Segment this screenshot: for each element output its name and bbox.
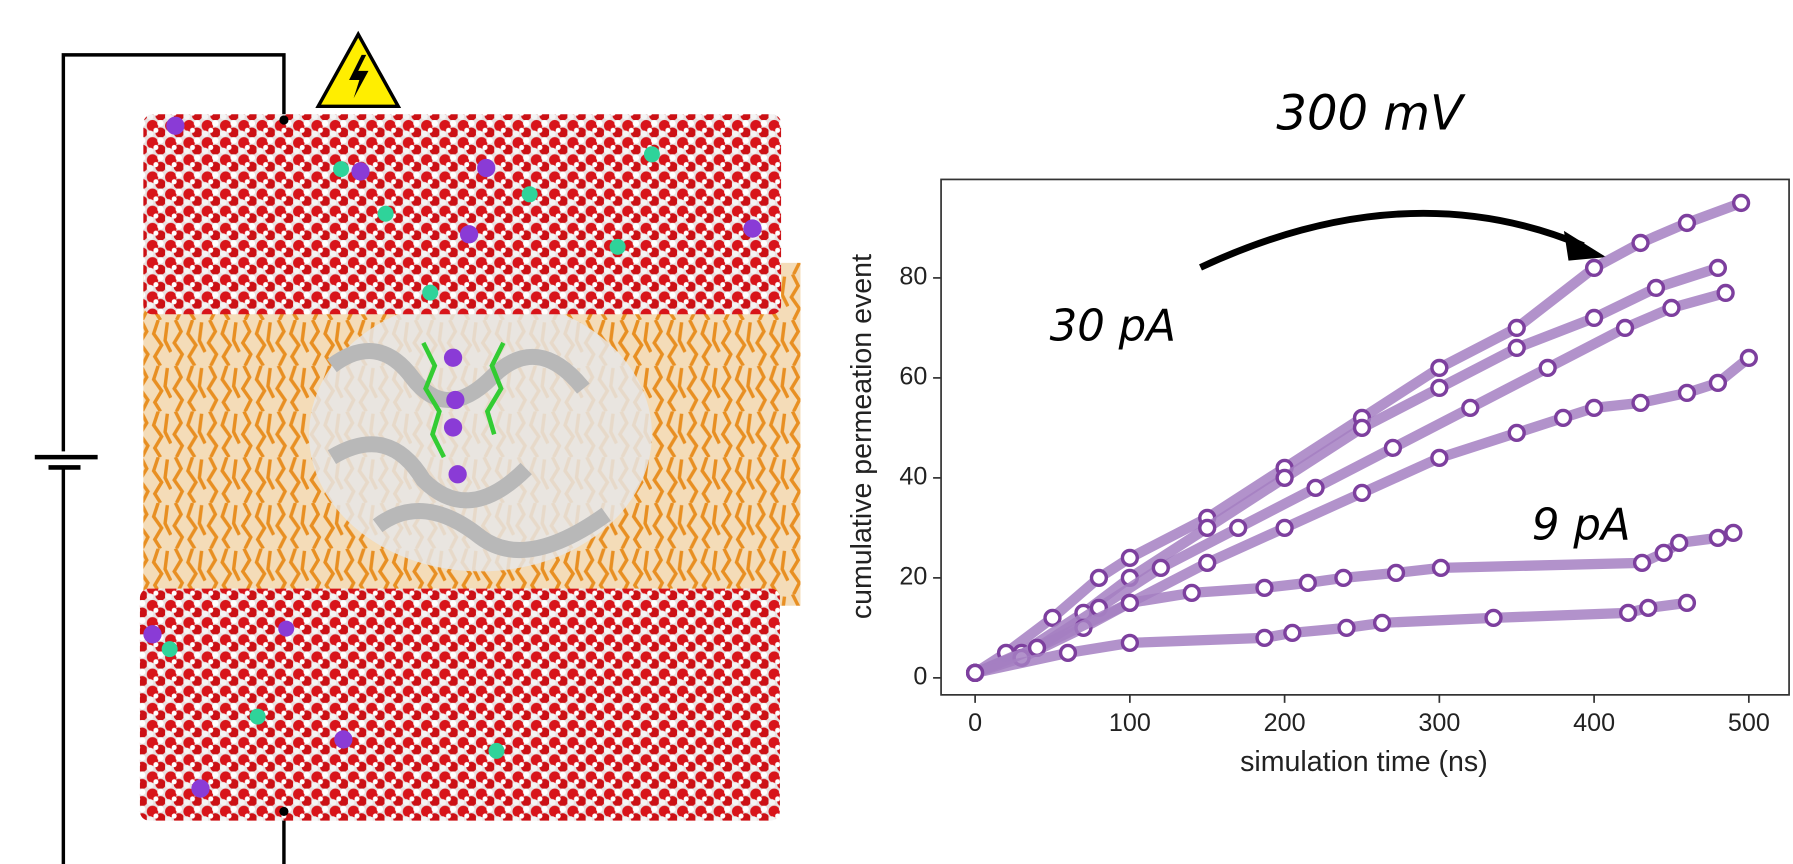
- y-tick-label: 80: [899, 263, 927, 291]
- data-point: [1198, 553, 1217, 573]
- chart: 300 mV simulation time (ns) cumulative p…: [846, 86, 1790, 778]
- water-layer: [139, 588, 780, 821]
- data-point: [1430, 378, 1449, 398]
- x-tick-label: 300: [1418, 709, 1460, 737]
- data-point: [1708, 258, 1728, 278]
- ion: [448, 465, 467, 484]
- data-point: [1058, 643, 1078, 663]
- data-point: [1229, 518, 1248, 538]
- y-tick-label: 40: [899, 463, 927, 491]
- data-point: [1584, 398, 1604, 418]
- electrode: [279, 806, 289, 816]
- data-point: [1120, 548, 1140, 568]
- data-point: [1283, 623, 1302, 643]
- data-point: [1275, 518, 1294, 538]
- data-point: [1043, 608, 1062, 628]
- data-point: [1677, 213, 1697, 233]
- x-axis-label: simulation time (ns): [1240, 746, 1488, 778]
- data-point: [1352, 418, 1372, 438]
- data-point: [1372, 613, 1392, 633]
- data-point: [1708, 528, 1728, 548]
- y-tick-label: 20: [899, 563, 927, 591]
- data-point: [1632, 553, 1652, 573]
- data-point: [1724, 523, 1743, 543]
- circuit-wire: [61, 53, 286, 452]
- data-point: [1554, 408, 1573, 428]
- ion: [443, 348, 463, 367]
- data-point: [1639, 598, 1658, 618]
- data-point: [1631, 393, 1650, 413]
- data-point: [1151, 558, 1170, 578]
- data-point: [1275, 468, 1294, 488]
- data-point: [1430, 448, 1449, 468]
- data-point: [1255, 628, 1274, 648]
- data-point: [1089, 568, 1109, 588]
- simulation-illustration: [34, 30, 801, 864]
- data-point: [1255, 578, 1274, 598]
- x-tick-label: 100: [1109, 709, 1151, 737]
- data-point: [1677, 593, 1697, 613]
- y-tick-label: 60: [899, 363, 927, 391]
- data-point: [1027, 638, 1047, 658]
- data-point: [1306, 478, 1325, 498]
- lightning-icon: [349, 54, 369, 99]
- data-point: [1334, 568, 1353, 588]
- annotation: 9 pA: [1532, 500, 1631, 550]
- data-point: [1383, 438, 1403, 458]
- arrow-head: [1563, 230, 1607, 261]
- data-point: [1538, 358, 1557, 378]
- data-point: [1654, 543, 1673, 563]
- data-point: [1120, 633, 1140, 653]
- data-point: [1352, 483, 1372, 503]
- x-tick-label: 200: [1264, 709, 1306, 737]
- y-tick-label: 0: [913, 663, 927, 691]
- x-tick-label: 400: [1573, 709, 1615, 737]
- data-point: [1182, 583, 1201, 603]
- data-point: [1677, 383, 1697, 403]
- electrode: [279, 115, 289, 125]
- chart-title: 300 mV: [1276, 86, 1466, 142]
- data-point: [1584, 308, 1604, 328]
- data-point: [1631, 233, 1650, 253]
- data-point: [1337, 618, 1356, 638]
- x-tick-label: 0: [968, 709, 982, 737]
- y-axis-label: cumulative permeation event: [846, 254, 878, 619]
- data-point: [1198, 518, 1217, 538]
- plot-frame: [940, 178, 1790, 696]
- data-point: [1615, 318, 1635, 338]
- arrow: [1199, 209, 1585, 271]
- data-point: [1120, 593, 1140, 613]
- data-point: [1507, 338, 1526, 358]
- ion: [446, 390, 465, 410]
- data-point: [965, 663, 985, 683]
- ions: [161, 146, 660, 759]
- data-point: [1430, 358, 1449, 378]
- selectivity-filter: [421, 341, 506, 459]
- data-point: [1461, 398, 1480, 418]
- data-point: [1731, 193, 1751, 213]
- ions: [143, 116, 762, 798]
- x-tick-label: 500: [1728, 709, 1770, 737]
- data-point: [1662, 298, 1681, 318]
- data-point: [1298, 573, 1317, 593]
- ion: [443, 418, 463, 437]
- data-point: [1584, 258, 1604, 278]
- data-point: [1507, 318, 1526, 338]
- data-point: [1716, 283, 1735, 303]
- data-point: [1431, 558, 1451, 578]
- data-point: [1386, 563, 1406, 583]
- data-point: [1507, 423, 1526, 443]
- data-point: [1739, 348, 1758, 368]
- data-point: [1618, 603, 1638, 623]
- data-point: [1646, 278, 1666, 298]
- data-point: [1670, 533, 1689, 553]
- data-point: [1484, 608, 1503, 628]
- data-point: [1708, 373, 1728, 393]
- water-layer: [143, 114, 782, 315]
- annotation: 30 pA: [1050, 302, 1176, 352]
